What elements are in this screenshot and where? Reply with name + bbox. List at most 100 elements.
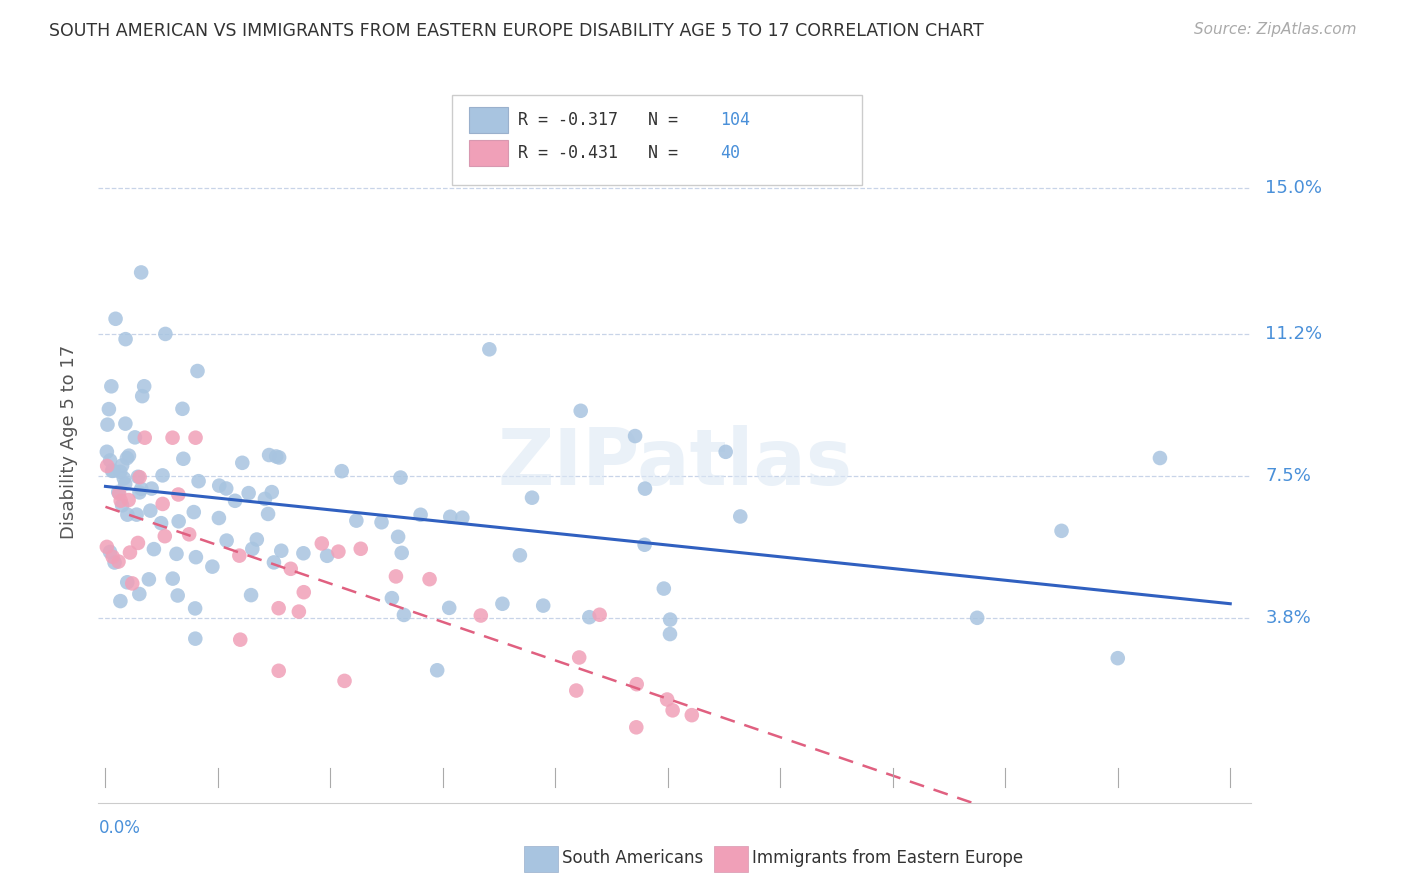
Point [292, 585, 315, 599]
Point [655, 692, 678, 706]
Point [167, 487, 190, 501]
Text: 3.8%: 3.8% [1265, 609, 1310, 627]
Point [96, 444, 118, 458]
Point [1107, 651, 1129, 665]
Point [114, 477, 136, 491]
Point [128, 485, 150, 500]
Point [215, 533, 238, 548]
Point [117, 575, 139, 590]
Point [208, 478, 231, 492]
Point [333, 673, 356, 688]
Point [128, 587, 150, 601]
Point [267, 601, 290, 615]
Text: R = -0.317   N =: R = -0.317 N = [517, 111, 688, 129]
Point [661, 703, 683, 717]
Point [128, 470, 150, 484]
Point [626, 720, 648, 734]
Point [385, 569, 408, 583]
Point [316, 549, 339, 563]
Point [257, 507, 280, 521]
Text: Source: ZipAtlas.com: Source: ZipAtlas.com [1194, 22, 1357, 37]
Point [172, 451, 194, 466]
Point [389, 470, 412, 484]
Point [142, 542, 165, 557]
Text: Immigrants from Eastern Europe: Immigrants from Eastern Europe [752, 849, 1024, 867]
Point [201, 559, 224, 574]
Point [139, 503, 162, 517]
Point [107, 555, 129, 569]
Point [509, 549, 531, 563]
Point [409, 508, 432, 522]
Point [659, 627, 682, 641]
Point [121, 576, 143, 591]
Point [103, 556, 125, 570]
Point [478, 343, 501, 357]
Point [108, 486, 131, 500]
Point [238, 486, 260, 500]
Point [330, 464, 353, 478]
Point [117, 493, 139, 508]
Y-axis label: Disability Age 5 to 17: Disability Age 5 to 17 [59, 344, 77, 539]
Point [112, 471, 135, 485]
Point [97, 402, 120, 417]
Point [730, 509, 752, 524]
Text: 40: 40 [720, 144, 740, 161]
Point [96, 540, 118, 554]
Point [270, 543, 292, 558]
Point [350, 541, 373, 556]
Point [578, 610, 600, 624]
Point [531, 599, 554, 613]
Point [98, 545, 121, 559]
Point [419, 572, 441, 586]
Point [253, 491, 276, 506]
Point [714, 445, 737, 459]
Point [127, 536, 149, 550]
Point [344, 514, 367, 528]
Point [110, 493, 132, 508]
Text: 7.5%: 7.5% [1265, 467, 1312, 485]
Point [101, 549, 124, 564]
Text: R = -0.431   N =: R = -0.431 N = [517, 144, 699, 161]
Point [470, 608, 492, 623]
Point [569, 404, 592, 418]
Point [98, 453, 121, 467]
Point [437, 600, 460, 615]
Point [141, 482, 163, 496]
Point [96, 417, 118, 432]
Point [231, 456, 253, 470]
Point [208, 511, 231, 525]
Point [240, 541, 263, 556]
Point [166, 547, 188, 561]
Point [426, 663, 449, 677]
Point [451, 510, 474, 524]
FancyBboxPatch shape [453, 95, 862, 185]
Point [166, 589, 188, 603]
Text: ZIPatlas: ZIPatlas [498, 425, 852, 501]
Text: SOUTH AMERICAN VS IMMIGRANTS FROM EASTERN EUROPE DISABILITY AGE 5 TO 17 CORRELAT: SOUTH AMERICAN VS IMMIGRANTS FROM EASTER… [49, 22, 984, 40]
Point [183, 505, 205, 519]
FancyBboxPatch shape [468, 139, 508, 166]
Point [114, 417, 136, 431]
Point [110, 465, 132, 479]
Point [184, 632, 207, 646]
Point [1149, 450, 1171, 465]
FancyBboxPatch shape [468, 107, 508, 133]
Point [311, 536, 333, 550]
Point [127, 470, 149, 484]
Point [439, 509, 461, 524]
Point [129, 265, 152, 279]
Point [118, 449, 141, 463]
Point [172, 401, 194, 416]
Point [184, 550, 207, 565]
Point [288, 605, 311, 619]
Text: 11.2%: 11.2% [1265, 325, 1323, 343]
Point [155, 326, 177, 341]
Point [118, 545, 141, 559]
Point [138, 572, 160, 586]
Point [626, 677, 648, 691]
Point [134, 431, 156, 445]
Point [162, 572, 184, 586]
Point [568, 650, 591, 665]
Point [966, 611, 988, 625]
Point [131, 389, 153, 403]
